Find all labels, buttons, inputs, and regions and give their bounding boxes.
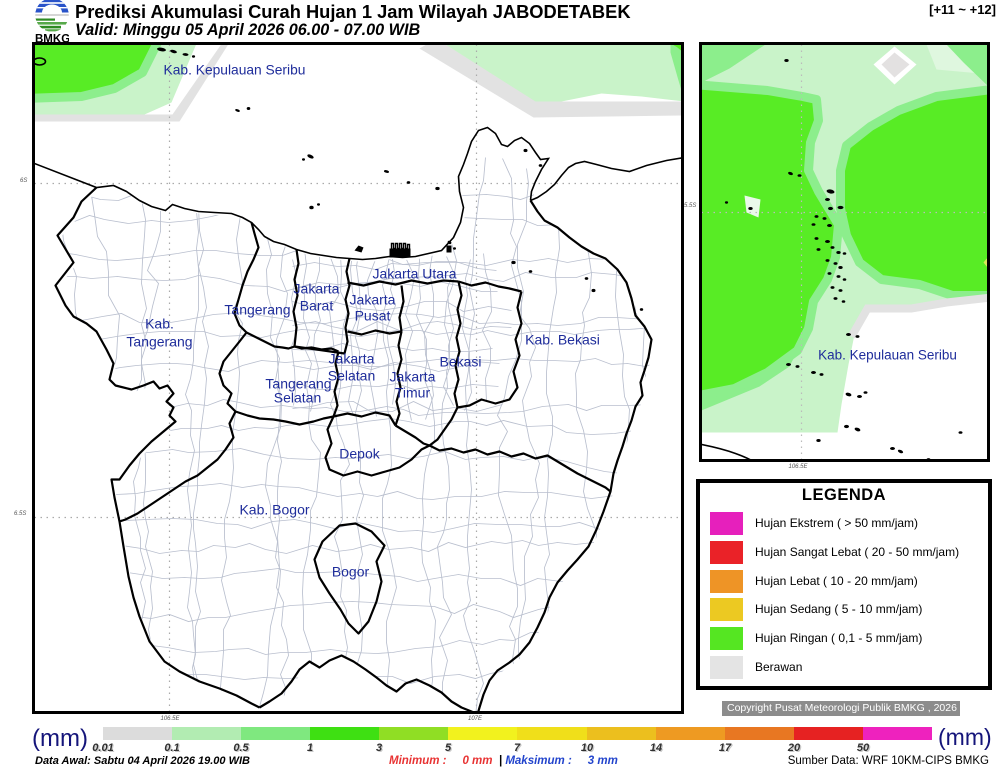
svg-text:Jakarta Utara: Jakarta Utara <box>372 266 456 282</box>
svg-text:Kab. Bekasi: Kab. Bekasi <box>525 332 600 348</box>
svg-text:Tangerang: Tangerang <box>265 376 331 392</box>
svg-text:Selatan: Selatan <box>274 390 321 406</box>
svg-text:Kab. Kepulauan Seribu: Kab. Kepulauan Seribu <box>164 63 306 78</box>
svg-text:Jakarta: Jakarta <box>329 351 375 367</box>
svg-text:Bekasi: Bekasi <box>439 354 481 370</box>
svg-text:Tangerang: Tangerang <box>126 334 192 350</box>
svg-text:Kab.: Kab. <box>145 316 174 332</box>
svg-text:Bogor: Bogor <box>332 564 370 580</box>
svg-text:Kab. Kepulauan Seribu: Kab. Kepulauan Seribu <box>818 348 957 363</box>
svg-text:Selatan: Selatan <box>328 368 375 384</box>
svg-text:BMKG: BMKG <box>35 34 69 45</box>
svg-text:Timur: Timur <box>395 385 431 401</box>
svg-text:Jakarta: Jakarta <box>390 369 436 385</box>
svg-text:Barat: Barat <box>300 298 334 314</box>
svg-text:Depok: Depok <box>339 446 380 462</box>
svg-text:Jakarta: Jakarta <box>350 292 396 308</box>
svg-text:Kab. Bogor: Kab. Bogor <box>239 502 309 518</box>
svg-text:Tangerang: Tangerang <box>224 302 290 318</box>
svg-text:Jakarta: Jakarta <box>294 281 340 297</box>
svg-text:Pusat: Pusat <box>355 308 391 324</box>
